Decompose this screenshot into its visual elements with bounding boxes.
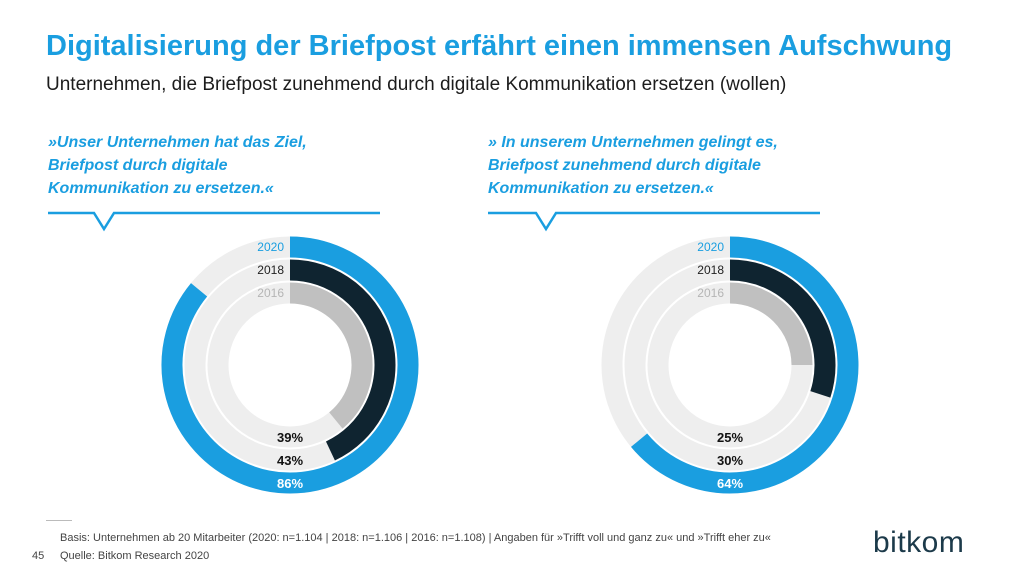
footnote-basis: Basis: Unternehmen ab 20 Mitarbeiter (20… bbox=[60, 532, 771, 544]
value-label-2020: 86% bbox=[277, 476, 303, 491]
speech-bubble-left bbox=[48, 211, 380, 232]
ring-arc-2016 bbox=[729, 282, 813, 366]
quote-line: »Unser Unternehmen hat das Ziel, bbox=[48, 134, 307, 151]
year-label-2020: 2020 bbox=[257, 240, 284, 254]
ring-arc-2018 bbox=[729, 259, 836, 398]
year-label-2020: 2020 bbox=[697, 240, 724, 254]
quote-line: Briefpost durch digitale bbox=[48, 157, 228, 174]
value-label-2016: 39% bbox=[277, 430, 303, 445]
page-subtitle: Unternehmen, die Briefpost zunehmend dur… bbox=[46, 74, 787, 95]
footnote-source: Quelle: Bitkom Research 2020 bbox=[60, 550, 210, 562]
ring-arc-2018 bbox=[289, 259, 396, 461]
speech-bubble-right bbox=[488, 211, 820, 232]
footer-divider bbox=[46, 520, 72, 521]
quote-left: »Unser Unternehmen hat das Ziel, Briefpo… bbox=[48, 131, 307, 200]
value-label-2016: 25% bbox=[717, 430, 743, 445]
page-title: Digitalisierung der Briefpost erfährt ei… bbox=[46, 30, 953, 62]
ring-arc-2016 bbox=[289, 282, 373, 429]
year-label-2016: 2016 bbox=[697, 286, 724, 300]
year-label-2016: 2016 bbox=[257, 286, 284, 300]
quote-line: Kommunikation zu ersetzen.« bbox=[488, 180, 714, 197]
quote-right: » In unserem Unternehmen gelingt es, Bri… bbox=[488, 131, 778, 200]
ring-chart-right: 2020 64% 2018 30% 2016 25% bbox=[601, 236, 859, 494]
year-label-2018: 2018 bbox=[697, 263, 724, 277]
year-label-2018: 2018 bbox=[257, 263, 284, 277]
value-label-2018: 30% bbox=[717, 453, 743, 468]
value-label-2018: 43% bbox=[277, 453, 303, 468]
ring-arc-2020 bbox=[631, 236, 859, 494]
ring-chart-left: 2020 86% 2018 43% 2016 39% bbox=[161, 236, 419, 494]
quote-line: Kommunikation zu ersetzen.« bbox=[48, 180, 274, 197]
page-number: 45 bbox=[32, 550, 45, 562]
quote-line: » In unserem Unternehmen gelingt es, bbox=[488, 134, 778, 151]
ring-arc-2020 bbox=[161, 236, 419, 494]
bitkom-logo: bitkom bbox=[873, 526, 965, 559]
value-label-2020: 64% bbox=[717, 476, 743, 491]
quote-line: Briefpost zunehmend durch digitale bbox=[488, 157, 761, 174]
